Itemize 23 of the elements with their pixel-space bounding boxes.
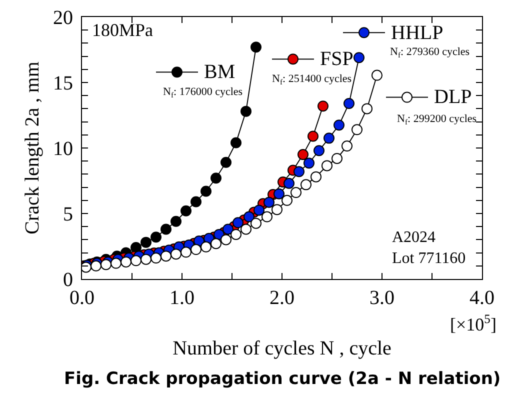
annotation: N$_{f}$: 299200 cycles — [397, 113, 477, 126]
x-tick-label: 3.0 — [370, 287, 394, 309]
legend-label: DLP — [434, 86, 472, 108]
y-tick-label: 15 — [53, 72, 73, 94]
y-tick-label: 5 — [63, 204, 73, 226]
annotation: N$_{f}$: 176000 cycles — [163, 86, 243, 100]
x-tick-label: 1.0 — [170, 287, 194, 309]
legend-label: HHLP — [391, 22, 444, 44]
x-axis-title: Number of cycles N , cycle — [172, 338, 392, 360]
text: Fig. Crack propagation curve (2a - N relation) — [64, 369, 501, 389]
y-axis-title: Crack length 2a , mm — [22, 61, 44, 234]
y-tick-label: 20 — [53, 7, 73, 29]
annotation: N$_{f}$: 279360 cycles — [390, 46, 470, 60]
x-tick-label: 2.0 — [270, 287, 294, 309]
legend-label: BM — [204, 61, 236, 83]
annotation: Lot 771160 — [392, 250, 466, 267]
text: [×10$^{5}$] — [450, 312, 496, 335]
annotation: 180MPa — [92, 20, 154, 40]
x-tick-label: 4.0 — [470, 287, 494, 309]
y-tick-label: 10 — [53, 138, 73, 160]
annotation: N$_{f}$: 251400 cycles — [272, 73, 352, 86]
annotation: A2024 — [392, 229, 436, 246]
legend-label: FSP — [320, 48, 354, 70]
